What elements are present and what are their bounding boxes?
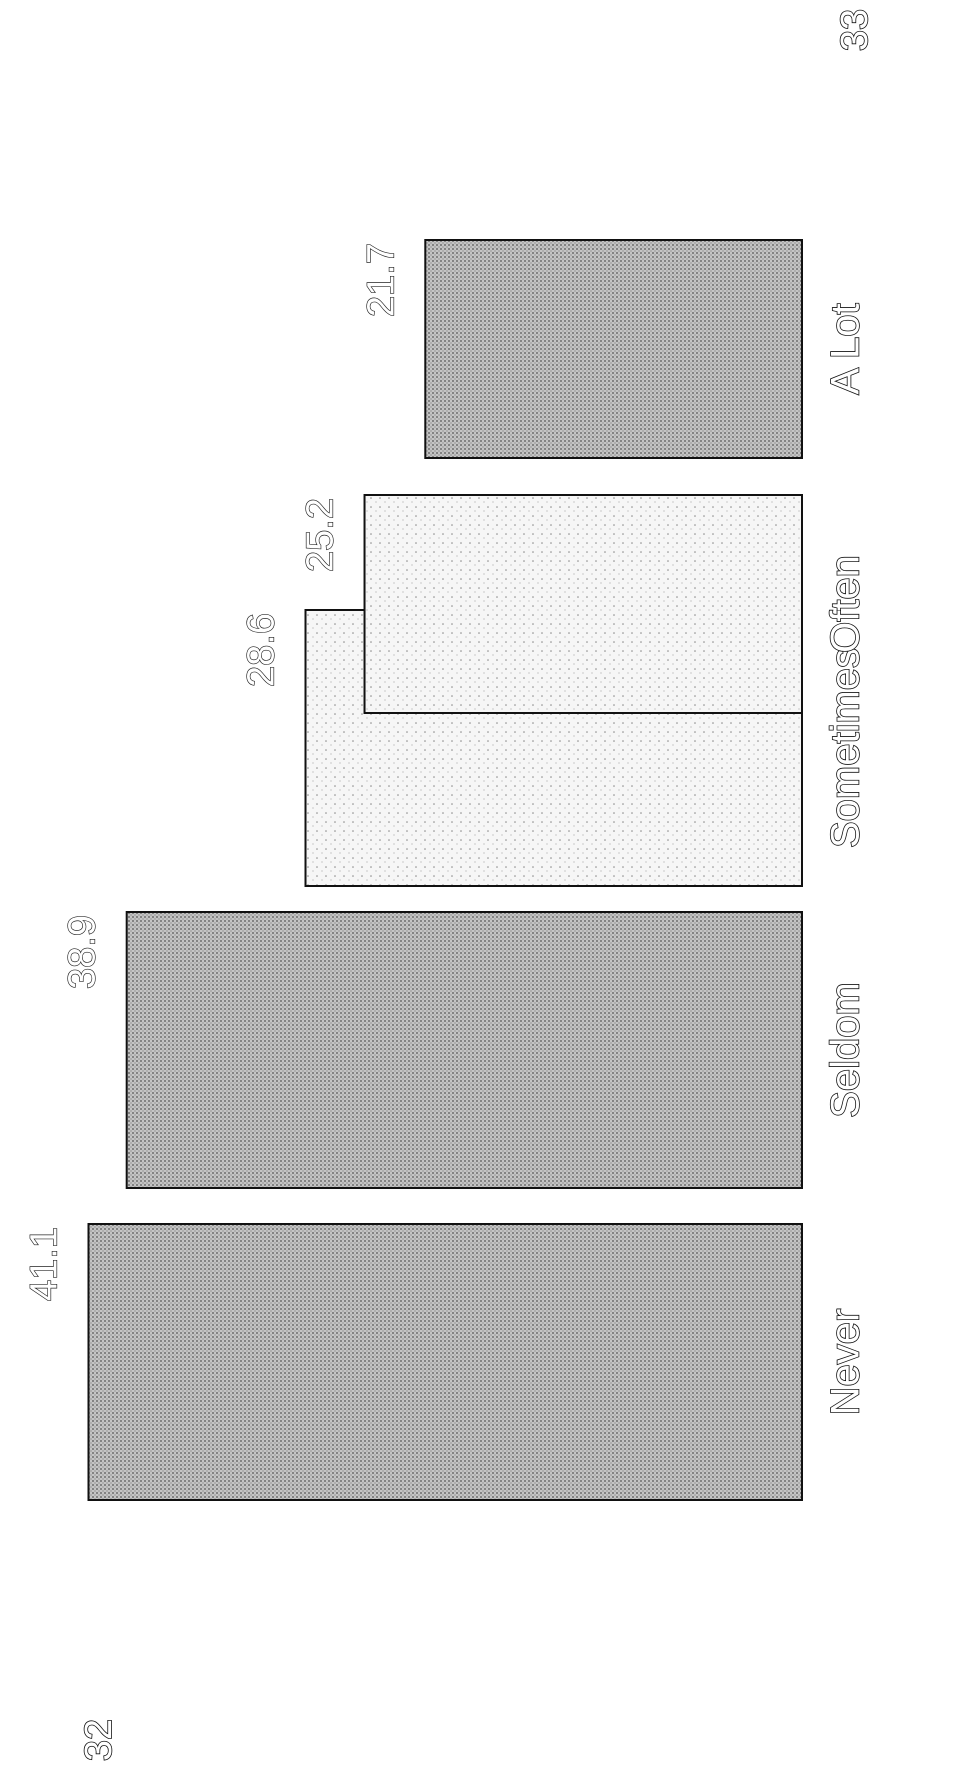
value-label-sometimes: 28.6	[241, 613, 283, 687]
value-label-a-lot: 21.7	[360, 243, 402, 317]
value-label-often: 25.2	[300, 498, 342, 572]
category-label-a-lot: A Lot	[824, 303, 868, 394]
bar-seldom	[125, 911, 804, 1189]
category-label-seldom: Seldom	[824, 982, 868, 1118]
bar-often	[363, 494, 803, 714]
labels-group: Never 41.1 Seldom 38.9 Sometimes 28.6 Often 25.…	[23, 242, 868, 1416]
bars-group	[87, 239, 804, 1501]
page-number-right: 33	[834, 9, 876, 51]
bar-a-lot	[424, 239, 803, 459]
category-label-sometimes: Sometimes	[824, 648, 868, 848]
page-number-left: 32	[78, 1719, 120, 1761]
category-label-often: Often	[824, 555, 868, 653]
value-label-never: 41.1	[24, 1227, 66, 1301]
category-label-never: Never	[824, 1309, 868, 1416]
value-label-seldom: 38.9	[62, 915, 104, 989]
bar-never	[87, 1223, 803, 1501]
